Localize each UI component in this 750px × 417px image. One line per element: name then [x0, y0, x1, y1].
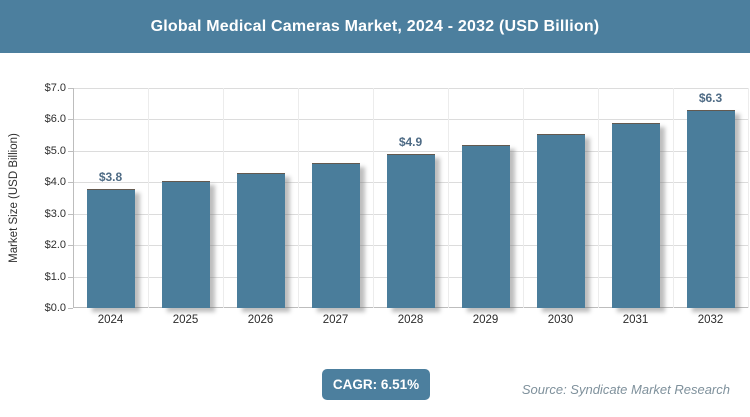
y-axis-tick-label: $5.0 — [44, 144, 66, 157]
gridline-vertical — [448, 88, 449, 308]
y-axis-tick — [68, 182, 73, 184]
bar-2032 — [686, 110, 735, 308]
bar-2025 — [161, 181, 210, 308]
bar-2028 — [386, 154, 435, 308]
y-axis-tick — [68, 245, 73, 247]
gridline-horizontal — [74, 88, 749, 89]
y-axis-title: Market Size (USD Billion) — [8, 133, 20, 263]
bar-value-label-2032: $6.3 — [698, 91, 723, 105]
bar-2030 — [536, 134, 585, 308]
bar-2027 — [311, 163, 360, 308]
y-axis-tick-label: $1.0 — [44, 270, 66, 283]
y-axis-tick-label: $0.0 — [44, 302, 66, 314]
gridline-vertical — [673, 88, 674, 308]
gridline-vertical — [148, 88, 149, 308]
bar-2029 — [461, 145, 510, 308]
y-axis-tick-label: $4.0 — [44, 176, 66, 189]
gridline-vertical — [523, 88, 524, 308]
bar-2026 — [236, 173, 285, 308]
gridline-vertical — [598, 88, 599, 308]
gridline-vertical — [223, 88, 224, 308]
y-axis-tick — [68, 276, 73, 278]
x-axis-label-2025: 2025 — [172, 314, 199, 326]
y-axis-tick-label: $3.0 — [44, 207, 66, 220]
bar-2024 — [86, 189, 135, 308]
gridline-vertical — [748, 88, 749, 308]
bar-2031 — [611, 123, 660, 308]
gridline-horizontal — [74, 119, 749, 121]
y-axis-tick-label: $7.0 — [44, 82, 66, 94]
gridline-vertical — [373, 88, 374, 308]
x-axis-label-2024: 2024 — [97, 314, 124, 326]
x-axis-label-2032: 2032 — [697, 314, 724, 326]
gridline-vertical — [298, 88, 299, 308]
source-attribution: Source: Syndicate Market Research — [521, 382, 730, 397]
chart-title-bar: Global Medical Cameras Market, 2024 - 20… — [0, 0, 750, 53]
bar-value-label-2024: $3.8 — [98, 170, 123, 184]
gridline-horizontal — [74, 150, 749, 152]
x-axis-label-2030: 2030 — [547, 314, 574, 326]
bar-value-label-2028: $4.9 — [398, 135, 423, 149]
x-axis-label-2029: 2029 — [472, 314, 499, 326]
y-axis-tick — [68, 213, 73, 215]
chart-title: Global Medical Cameras Market, 2024 - 20… — [150, 17, 600, 35]
y-axis-tick-label: $2.0 — [44, 239, 66, 252]
x-axis-label-2028: 2028 — [397, 314, 424, 326]
y-axis-tick — [68, 308, 73, 309]
x-axis-label-2031: 2031 — [622, 314, 649, 326]
y-axis-tick — [68, 88, 73, 89]
x-axis-label-2027: 2027 — [322, 314, 349, 326]
cagr-badge-label: CAGR: 6.51% — [332, 377, 420, 392]
x-axis-label-2026: 2026 — [247, 314, 274, 326]
y-axis-tick — [68, 150, 73, 152]
cagr-badge: CAGR: 6.51% — [322, 369, 430, 400]
y-axis-tick-label: $6.0 — [44, 113, 66, 126]
y-axis-tick — [68, 119, 73, 121]
